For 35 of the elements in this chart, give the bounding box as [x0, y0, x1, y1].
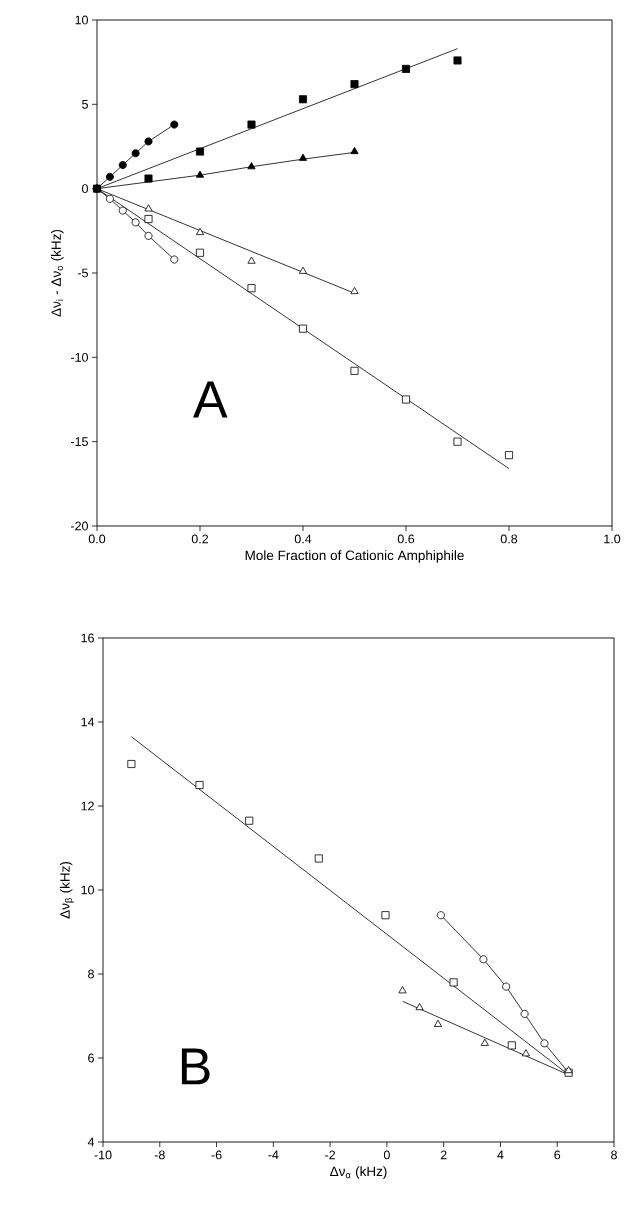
x-tick-label: -2 [325, 1150, 336, 1160]
x-tick-label: 0.6 [397, 534, 415, 544]
x-tick-label: 0.0 [88, 534, 106, 544]
y-tick-label: 14 [81, 717, 95, 727]
x-tick-label: 0.2 [191, 534, 209, 544]
x-tick-label: 4 [497, 1150, 504, 1160]
x-tick-label: 1.0 [604, 534, 621, 544]
x-tick-label: 0 [383, 1150, 390, 1160]
x-tick-label: -6 [211, 1150, 222, 1160]
y-tick-label: 16 [81, 633, 94, 643]
x-tick-label: 6 [554, 1150, 561, 1160]
y-tick-label: 5 [82, 99, 88, 109]
y-tick-label: 12 [81, 801, 94, 811]
annotation: A [193, 381, 228, 418]
y-tick-label: -20 [70, 521, 88, 531]
annotation: B [181, 1048, 210, 1085]
x-tick-label: 8 [611, 1150, 617, 1160]
y-tick-label: 0 [82, 184, 88, 194]
x-tick-label: 0.8 [500, 534, 518, 544]
x-axis-title: Δν$_{α}$ (kHz) [330, 1166, 387, 1179]
y-axis-title: Δν$_{i}$ - Δν$_{o}$ (kHz) [51, 229, 64, 317]
y-tick-label: 8 [88, 969, 94, 979]
x-axis-title: Mole Fraction of Cationic Amphiphile [245, 550, 464, 563]
y-tick-label: -5 [77, 268, 88, 278]
y-tick-label: 10 [75, 15, 88, 25]
x-tick-label: -8 [154, 1150, 165, 1160]
y-tick-label: 6 [88, 1053, 94, 1063]
y-tick-label: -15 [70, 437, 88, 447]
x-tick-label: 2 [440, 1150, 447, 1160]
y-tick-label: 4 [87, 1137, 95, 1147]
y-tick-label: 10 [81, 885, 94, 895]
y-tick-label: -10 [70, 352, 88, 362]
x-tick-label: 0.4 [294, 534, 312, 544]
x-tick-label: -4 [268, 1150, 279, 1160]
y-axis-title: Δν$_{β}$ (kHz) [59, 861, 74, 919]
